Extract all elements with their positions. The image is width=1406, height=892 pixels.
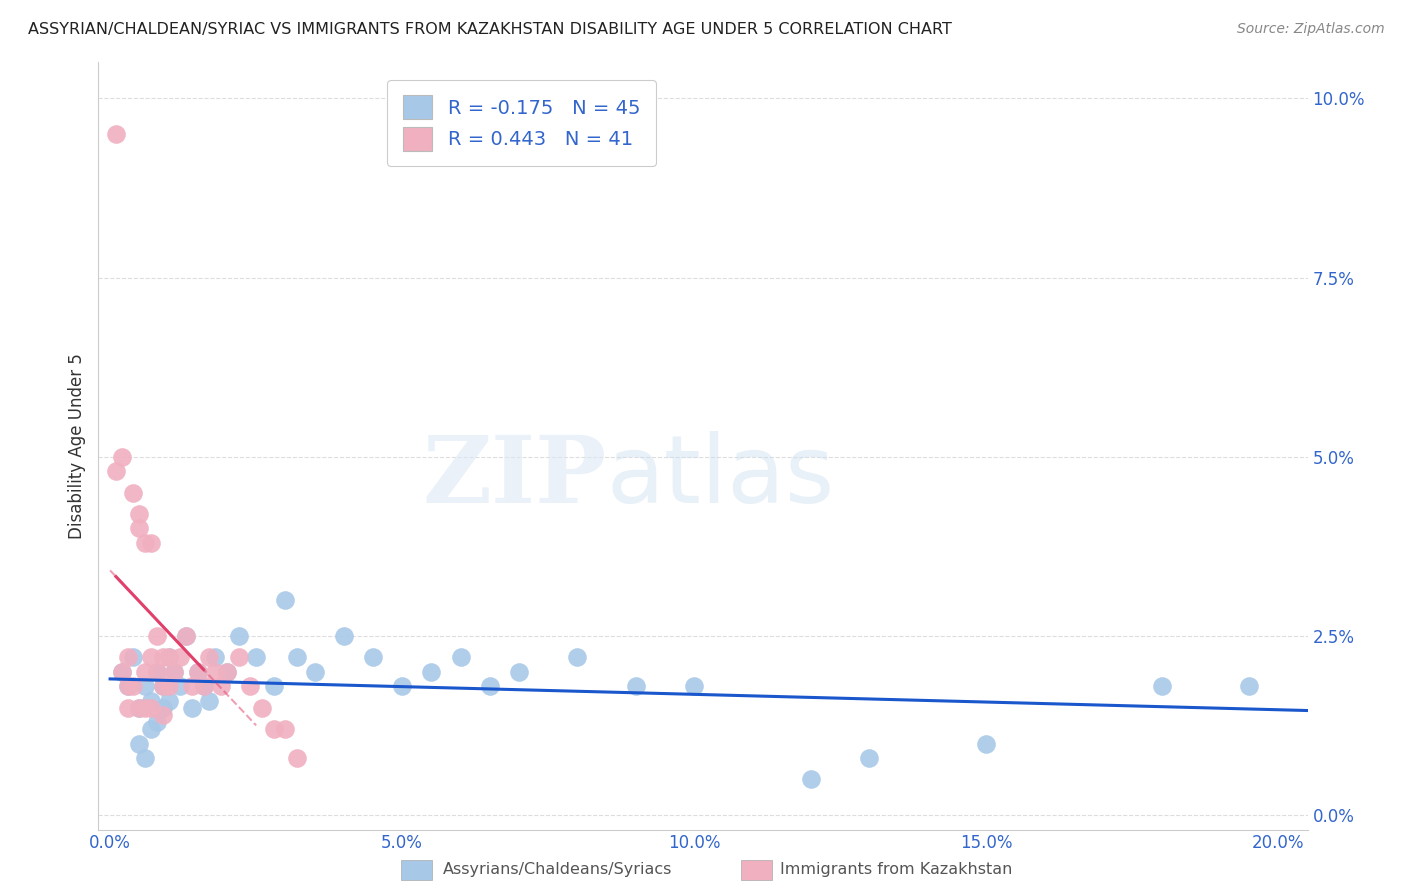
Point [152, 707, 174, 722]
Point [332, 629, 354, 643]
Point [180, 700, 202, 714]
Point [508, 665, 530, 679]
Point [139, 536, 162, 550]
Point [450, 650, 472, 665]
Point [193, 679, 215, 693]
Point [800, 772, 823, 787]
Point [624, 679, 647, 693]
Point [198, 693, 221, 707]
Point [215, 665, 238, 679]
Point [180, 679, 202, 693]
Point [274, 722, 297, 736]
Point [146, 629, 169, 643]
Text: ASSYRIAN/CHALDEAN/SYRIAC VS IMMIGRANTS FROM KAZAKHSTAN DISABILITY AGE UNDER 5 CO: ASSYRIAN/CHALDEAN/SYRIAC VS IMMIGRANTS F… [28, 22, 952, 37]
Point [169, 679, 191, 693]
Point [117, 679, 139, 693]
Text: atlas: atlas [606, 431, 835, 523]
Point [683, 679, 706, 693]
Point [263, 679, 285, 693]
Point [858, 751, 880, 765]
Point [163, 665, 186, 679]
Point [134, 751, 156, 765]
Point [157, 650, 180, 665]
Point [420, 665, 443, 679]
Point [152, 650, 174, 665]
Point [146, 665, 169, 679]
Point [134, 536, 156, 550]
Point [250, 700, 273, 714]
Point [128, 521, 150, 535]
Point [204, 665, 226, 679]
Point [361, 650, 384, 665]
Point [122, 679, 145, 693]
Point [1237, 679, 1260, 693]
Point [117, 679, 139, 693]
Point [122, 650, 145, 665]
Point [128, 700, 150, 714]
Point [567, 650, 589, 665]
Point [245, 650, 267, 665]
Point [134, 665, 156, 679]
Point [285, 650, 308, 665]
Point [209, 679, 232, 693]
Text: Immigrants from Kazakhstan: Immigrants from Kazakhstan [780, 863, 1012, 877]
Point [198, 650, 221, 665]
Point [204, 650, 226, 665]
Point [117, 650, 139, 665]
Point [187, 665, 209, 679]
Point [304, 665, 326, 679]
Point [122, 485, 145, 500]
Point [111, 665, 134, 679]
Text: Disability Age Under 5: Disability Age Under 5 [69, 353, 86, 539]
Point [228, 629, 250, 643]
Point [152, 679, 174, 693]
Point [163, 665, 186, 679]
Point [174, 629, 197, 643]
Point [274, 593, 297, 607]
Point [157, 650, 180, 665]
Point [152, 700, 174, 714]
Point [239, 679, 262, 693]
Point [134, 679, 156, 693]
Point [152, 679, 174, 693]
Text: ZIP: ZIP [422, 432, 606, 522]
Point [974, 737, 997, 751]
Point [134, 700, 156, 714]
Point [104, 464, 127, 478]
Point [128, 700, 150, 714]
Text: Assyrians/Chaldeans/Syriacs: Assyrians/Chaldeans/Syriacs [443, 863, 672, 877]
Point [111, 450, 134, 464]
Point [117, 700, 139, 714]
Point [157, 679, 180, 693]
Point [228, 650, 250, 665]
Point [478, 679, 501, 693]
Point [139, 693, 162, 707]
Point [157, 693, 180, 707]
Point [215, 665, 238, 679]
Text: Source: ZipAtlas.com: Source: ZipAtlas.com [1237, 22, 1385, 37]
Point [1150, 679, 1173, 693]
Point [111, 665, 134, 679]
Point [139, 722, 162, 736]
Point [391, 679, 413, 693]
Point [128, 507, 150, 521]
Point [169, 650, 191, 665]
Point [193, 679, 215, 693]
Point [263, 722, 285, 736]
Point [139, 700, 162, 714]
Point [146, 714, 169, 729]
Point [104, 127, 127, 141]
Point [187, 665, 209, 679]
Point [174, 629, 197, 643]
Legend: R = -0.175   N = 45, R = 0.443   N = 41: R = -0.175 N = 45, R = 0.443 N = 41 [388, 79, 655, 166]
Point [139, 650, 162, 665]
Point [146, 665, 169, 679]
Point [285, 751, 308, 765]
Point [128, 737, 150, 751]
